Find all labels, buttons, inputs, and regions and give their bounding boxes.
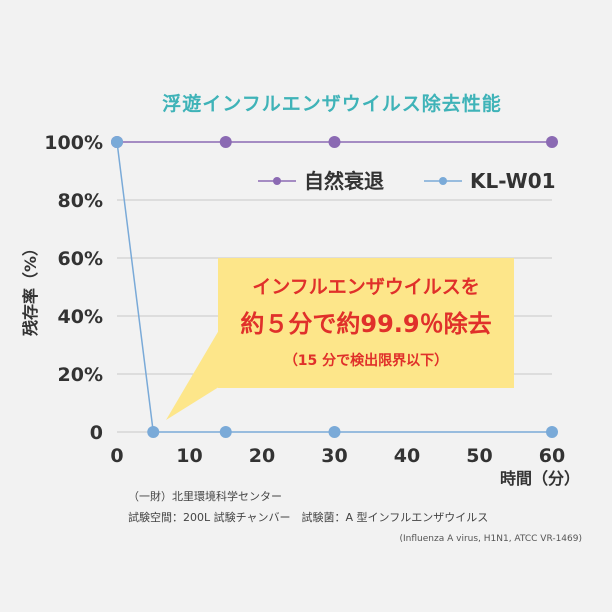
note-org: （一財）北里環境科学センター <box>128 489 282 503</box>
x-tick-label: 10 <box>176 445 202 467</box>
legend-marker-natural <box>273 177 281 185</box>
x-tick-label: 40 <box>394 445 420 467</box>
series-point-0 <box>328 136 341 148</box>
note-strain: (Influenza A virus, H1N1, ATCC VR-1469) <box>400 534 582 544</box>
series-point-1 <box>328 426 341 438</box>
y-tick-labels: 0 20% 40% 60% 80% 100% <box>44 132 103 444</box>
legend-label-klw01: KL-W01 <box>470 169 556 193</box>
callout: インフルエンザウイルスを 約５分で約99.9％除去 （15 分で検出限界以下） <box>166 258 514 420</box>
legend: 自然衰退 KL-W01 <box>258 169 556 193</box>
series-point-0 <box>219 136 232 148</box>
legend-label-natural: 自然衰退 <box>304 169 384 193</box>
y-axis-label: 残存率（%） <box>21 240 40 336</box>
callout-line-3: （15 分で検出限界以下） <box>284 352 448 369</box>
series-point-0 <box>546 136 558 148</box>
callout-line-2: 約５分で約99.9％除去 <box>240 310 491 338</box>
x-tick-label: 30 <box>321 445 347 467</box>
y-tick-label: 80% <box>58 190 103 212</box>
series-point-1 <box>147 426 160 438</box>
legend-marker-klw01 <box>439 177 447 185</box>
series-layer <box>111 136 558 438</box>
x-tick-label: 60 <box>539 445 565 467</box>
x-axis-label: 時間（分） <box>500 469 580 488</box>
x-tick-label: 50 <box>466 445 492 467</box>
x-tick-labels: 0 10 20 30 40 50 60 <box>110 445 565 467</box>
callout-pointer <box>166 325 222 420</box>
chart-title: 浮遊インフルエンザウイルス除去性能 <box>162 92 501 115</box>
y-tick-label: 40% <box>58 306 103 328</box>
series-point-1 <box>546 426 558 438</box>
x-tick-label: 0 <box>110 445 123 467</box>
y-tick-label: 0 <box>90 422 103 444</box>
series-point-1 <box>111 136 123 148</box>
y-tick-label: 100% <box>44 132 103 154</box>
callout-line-1: インフルエンザウイルスを <box>252 276 479 298</box>
callout-box <box>218 258 514 388</box>
note-conditions: 試験空間：200L 試験チャンバー 試験菌：A 型インフルエンザウイルス <box>128 510 488 524</box>
series-point-1 <box>219 426 232 438</box>
y-tick-label: 20% <box>58 364 103 386</box>
y-tick-label: 60% <box>58 248 103 270</box>
x-tick-label: 20 <box>249 445 275 467</box>
